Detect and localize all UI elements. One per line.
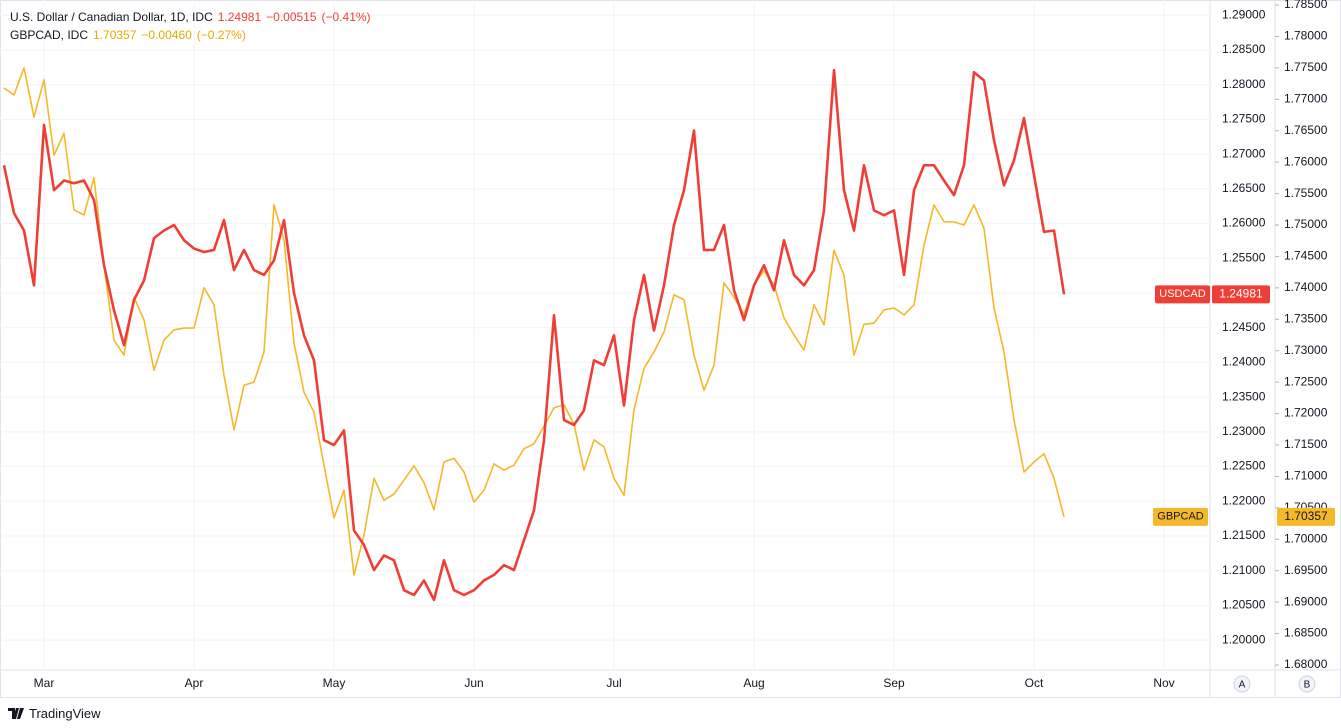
- legend-row: GBPCAD, IDC 1.70357 −0.00460 (−0.27%): [10, 26, 376, 44]
- y-tick-label: 1.25500: [1222, 250, 1266, 264]
- y-tick-label: 1.21000: [1222, 563, 1266, 577]
- lines: [2, 67, 1066, 602]
- x-tick-label: Sep: [883, 676, 905, 690]
- y-tick-label: 1.22500: [1222, 459, 1266, 473]
- y2-tick-label: 1.73500: [1284, 311, 1328, 325]
- logo: [8, 707, 24, 719]
- y2-tick-label: 1.78500: [1284, 0, 1328, 11]
- y2-tick-label: 1.69500: [1284, 563, 1328, 577]
- y-tick-label: 1.21500: [1222, 528, 1266, 542]
- legend-last: 1.70357: [93, 28, 137, 42]
- x-tick-label: Mar: [34, 676, 55, 690]
- x-tick-label: Apr: [185, 676, 204, 690]
- axis-button[interactable]: [1298, 675, 1316, 693]
- y-tick-label: 1.26000: [1222, 216, 1266, 230]
- y-tick-label: 1.23500: [1222, 389, 1266, 403]
- y-tick-label: 1.23000: [1222, 424, 1266, 438]
- series-line: [2, 68, 1066, 602]
- y2-tick-label: 1.73000: [1284, 343, 1328, 357]
- price-tag: [1212, 285, 1270, 304]
- legend: U.S. Dollar / Canadian Dollar, 1D, IDC 1.…: [10, 8, 376, 44]
- y2-tick-label: 1.74500: [1284, 249, 1328, 263]
- y2-tick-label: 1.69000: [1284, 594, 1328, 608]
- y-tick-label: 1.20000: [1222, 632, 1266, 646]
- x-tick-label: Jun: [464, 676, 483, 690]
- y2-tick-label: 1.76000: [1284, 154, 1328, 168]
- labels: 1.20000 1.20500 1.21000 1.21500 1.22000 1.225…: [34, 0, 1335, 693]
- x-tick-label: Jul: [606, 676, 621, 690]
- y2-tick-label: 1.71000: [1284, 469, 1328, 483]
- legend-title: U.S. Dollar / Canadian Dollar, 1D, IDC: [10, 10, 213, 24]
- series-line: [3, 67, 1065, 576]
- y-tick-label: 1.22000: [1222, 493, 1266, 507]
- y-tick-label: 1.24000: [1222, 355, 1266, 369]
- y2-tick-label: 1.68000: [1284, 657, 1328, 671]
- legend-title: GBPCAD, IDC: [10, 28, 89, 42]
- series-name-tag: [1153, 507, 1208, 526]
- price-tag: [1277, 507, 1335, 526]
- y-tick-label: 1.24500: [1222, 320, 1266, 334]
- axis-button[interactable]: [1233, 675, 1251, 693]
- price-tag-label: 1.24981: [1219, 286, 1263, 300]
- series-name-tag-label: USDCAD: [1159, 288, 1206, 300]
- x-tick-label: May: [323, 676, 346, 690]
- grid: [0, 0, 1210, 670]
- y2-tick-label: 1.72000: [1284, 406, 1328, 420]
- series-name-tag-label: GBPCAD: [1157, 511, 1204, 523]
- x-tick-label: Nov: [1153, 676, 1174, 690]
- x-tick-label: Oct: [1025, 676, 1044, 690]
- y2-tick-label: 1.75500: [1284, 186, 1328, 200]
- y2-tick-label: 1.78000: [1284, 29, 1328, 43]
- chart-frame: [0, 0, 1341, 698]
- legend-last: 1.24981: [217, 10, 262, 24]
- legend-row: U.S. Dollar / Canadian Dollar, 1D, IDC 1.…: [10, 8, 376, 26]
- legend-change: −0.00460: [141, 28, 192, 42]
- axis-button-label: A: [1239, 680, 1246, 691]
- y-tick-label: 1.28500: [1222, 42, 1266, 56]
- y-tick-label: 1.28000: [1222, 77, 1266, 91]
- x-tick-label: Aug: [743, 676, 764, 690]
- y-tick-label: 1.26500: [1222, 181, 1266, 195]
- y2-tick-label: 1.75000: [1284, 217, 1328, 231]
- y2-tick-label: 1.70000: [1284, 531, 1328, 545]
- legend-change-pct: (−0.27%): [196, 28, 246, 42]
- brand-name: TradingView: [29, 706, 101, 721]
- y2-tick-label: 1.77500: [1284, 60, 1328, 74]
- legend-change: −0.00515: [266, 10, 317, 24]
- axis-button-label: B: [1304, 680, 1311, 691]
- y2-tick-label: 1.74000: [1284, 280, 1328, 294]
- series-name-tag: [1155, 285, 1210, 304]
- y-tick-label: 1.27000: [1222, 146, 1266, 160]
- y2-tick-label: 1.68500: [1284, 626, 1328, 640]
- price-tag-label: 1.70357: [1284, 509, 1328, 523]
- y2-tick-label: 1.71500: [1284, 437, 1328, 451]
- legend-change-pct: (−0.41%): [321, 10, 371, 24]
- y2-tick-label: 1.72500: [1284, 374, 1328, 388]
- y2-tick-label: 1.76500: [1284, 123, 1328, 137]
- y2-tick-label: 1.77000: [1284, 91, 1328, 105]
- y-tick-label: 1.29000: [1222, 7, 1266, 21]
- y-tick-label: 1.27500: [1222, 112, 1266, 126]
- y-tick-label: 1.20500: [1222, 598, 1266, 612]
- branding: TradingView: [8, 706, 101, 721]
